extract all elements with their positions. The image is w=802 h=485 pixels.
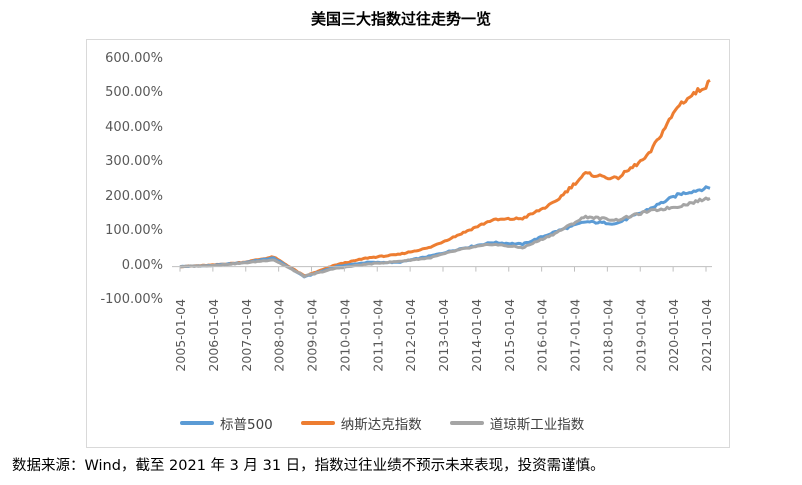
x-tick-label: 2009-01-04 (305, 299, 320, 372)
y-tick-label: 200.00% (105, 188, 163, 204)
x-tick-label: 2013-01-04 (436, 299, 451, 372)
legend-swatch-sp500 (180, 421, 214, 425)
y-tick-label: 0.00% (121, 257, 163, 273)
x-tick-label: 2007-01-04 (239, 299, 254, 372)
x-tick-label: 2015-01-04 (502, 299, 517, 372)
chart-title: 美国三大指数过往走势一览 (310, 10, 491, 28)
x-tick-label: 2017-01-04 (568, 299, 583, 372)
y-tick-label: 600.00% (105, 51, 163, 66)
x-tick-label: 2010-01-04 (337, 299, 352, 372)
y-tick-label: 400.00% (105, 119, 163, 135)
y-tick-label: -100.00% (100, 292, 163, 307)
x-tick-label: 2014-01-04 (469, 299, 484, 372)
legend-item-sp500: 标普500 (180, 413, 273, 433)
legend-swatch-nasdaq (300, 421, 335, 425)
x-tick-label: 2016-01-04 (535, 299, 550, 372)
x-tick-label: 2021-01-04 (699, 299, 714, 372)
x-tick-label: 2020-01-04 (666, 299, 681, 372)
series-line-sp500 (179, 185, 711, 279)
source-note: 数据来源：Wind，截至 2021 年 3 月 31 日，指数过往业绩不预示未来… (12, 458, 605, 474)
series-line-nasdaq (179, 78, 711, 278)
x-tick-label: 2005-01-04 (173, 299, 188, 372)
legend-label-sp500: 标普500 (220, 417, 273, 433)
y-tick-label: 300.00% (105, 154, 163, 170)
legend-item-dow: 道琼斯工业指数 (449, 413, 585, 433)
y-tick-label: 100.00% (105, 223, 163, 239)
x-tick-label: 2008-01-04 (272, 299, 287, 372)
x-tick-label: 2012-01-04 (403, 299, 418, 372)
legend-label-dow: 道琼斯工业指数 (489, 417, 585, 433)
x-tick-label: 2018-01-04 (600, 299, 615, 372)
y-tick-label: 500.00% (105, 85, 163, 101)
legend: 标普500 纳斯达克指数 道琼斯工业指数 (180, 413, 612, 433)
x-tick-label: 2011-01-04 (370, 299, 385, 372)
legend-item-nasdaq: 纳斯达克指数 (300, 413, 422, 433)
x-tick-label: 2006-01-04 (206, 299, 221, 372)
chart-frame (86, 39, 730, 448)
legend-label-nasdaq: 纳斯达克指数 (340, 417, 422, 433)
x-tick-label: 2019-01-04 (633, 299, 648, 372)
legend-swatch-dow (449, 421, 484, 425)
series-line-dow (179, 196, 711, 278)
